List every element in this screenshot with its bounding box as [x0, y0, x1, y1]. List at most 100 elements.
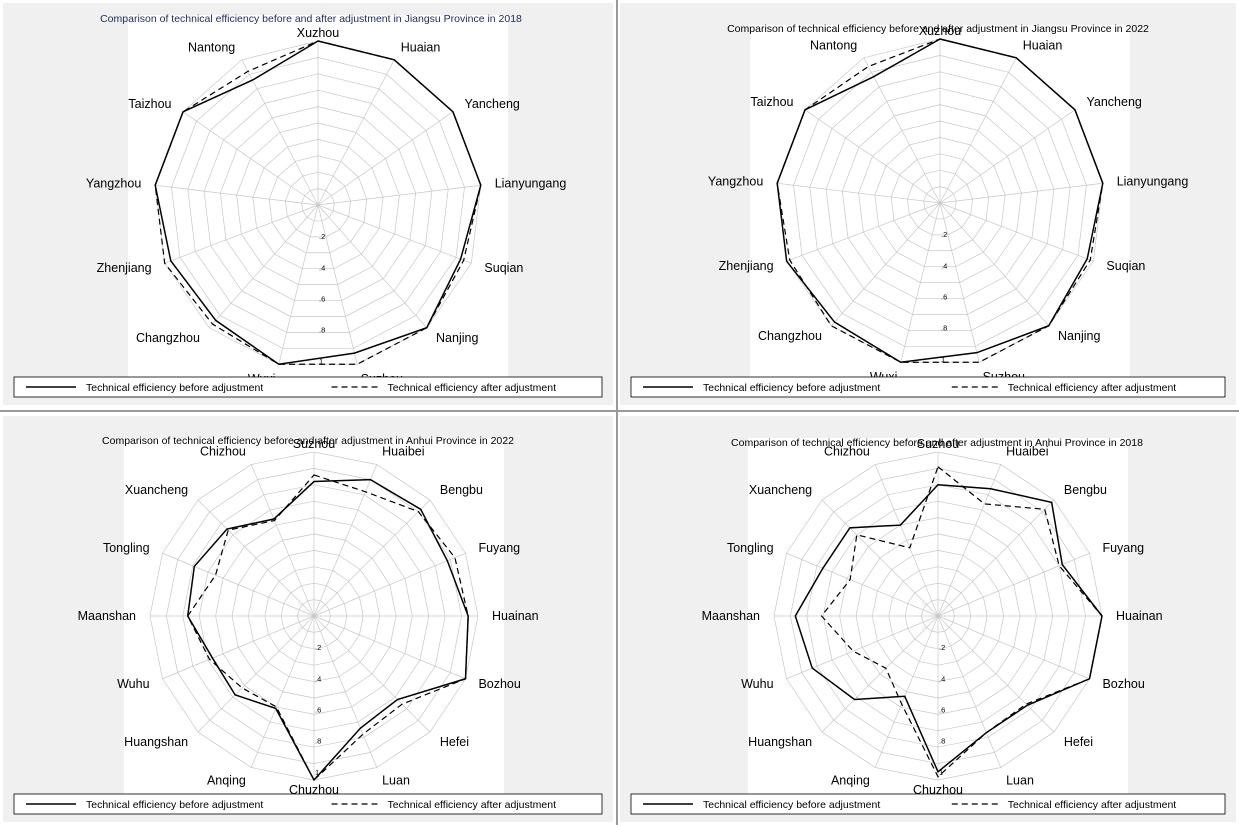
axis-label-yangzhou: Yangzhou	[86, 177, 141, 191]
axis-label-tongling: Tongling	[727, 541, 774, 555]
grid-ring	[923, 186, 957, 220]
radar-chart-panel: Comparison of technical efficiency befor…	[620, 416, 1236, 822]
axis-label-lianyungang: Lianyungang	[495, 177, 567, 191]
radar-chart-panel: Comparison of technical efficiency befor…	[3, 416, 613, 822]
grid-ring	[907, 169, 973, 236]
legend: Technical efficiency before adjustment Te…	[630, 793, 1226, 815]
grid-spoke	[937, 464, 1002, 617]
legend-label-before: Technical efficiency before adjustment	[86, 382, 263, 394]
radial-tick-label: .8	[315, 737, 321, 746]
grid-spoke	[937, 615, 1055, 733]
axis-label-huangshan: Huangshan	[124, 735, 188, 749]
legend-label-after: Technical efficiency after adjustment	[1008, 799, 1177, 811]
axis-label-xuancheng: Xuancheng	[749, 483, 812, 497]
grid-spoke	[317, 204, 472, 264]
radial-tick-label: .4	[315, 674, 321, 683]
grid-spoke	[197, 499, 315, 617]
axis-label-zhenjiang: Zhenjiang	[97, 261, 152, 275]
axis-label-changzhou: Changzhou	[136, 331, 200, 345]
axis-label-xuzhou: Xuzhou	[297, 26, 339, 40]
radar-chart-panel: Comparison of technical efficiency befor…	[3, 3, 613, 405]
axis-label-bengbu: Bengbu	[440, 483, 483, 497]
axis-label-xuzhou: Xuzhou	[919, 24, 961, 38]
legend: Technical efficiency before adjustment Te…	[630, 376, 1226, 398]
grid-spoke	[863, 57, 941, 204]
grid-spoke	[313, 615, 466, 680]
grid-spoke	[777, 182, 941, 204]
radial-tick-label: .8	[939, 737, 945, 746]
axis-label-suzhou: Suzhou	[293, 437, 335, 451]
grid-spoke	[317, 59, 395, 206]
radar-grid	[149, 451, 479, 781]
series-after-adjustment	[820, 465, 1103, 778]
axis-label-huainan: Huainan	[1116, 609, 1163, 623]
series-after-adjustment	[776, 38, 1104, 363]
grid-spoke	[317, 204, 428, 328]
grid-spoke	[250, 464, 315, 617]
axis-label-anqing: Anqing	[207, 773, 246, 787]
grid-ring	[890, 153, 990, 252]
radial-tick-label: .4	[941, 261, 947, 270]
axis-label-bengbu: Bengbu	[1064, 483, 1107, 497]
chart-title: Comparison of technical efficiency befor…	[731, 437, 1143, 449]
axis-label-bozhou: Bozhou	[478, 677, 520, 691]
axis-label-wuhu: Wuhu	[741, 677, 773, 691]
axis-label-xuancheng: Xuancheng	[125, 483, 188, 497]
grid-spoke	[164, 204, 319, 264]
grid-spoke	[182, 111, 319, 206]
radial-tick-label: 1	[941, 355, 945, 364]
grid-spoke	[874, 464, 939, 617]
axis-label-zhenjiang: Zhenjiang	[719, 259, 774, 273]
radial-tick-label: 1	[319, 357, 323, 366]
axis-label-hefei: Hefei	[1064, 735, 1093, 749]
grid-spoke	[937, 552, 1090, 617]
grid-ring	[825, 87, 1055, 315]
grid-spoke	[937, 615, 1090, 680]
radar-chart-panel: Comparison of technical efficiency befor…	[620, 3, 1236, 405]
legend-box	[630, 376, 1226, 398]
legend-label-after: Technical efficiency after adjustment	[388, 799, 557, 811]
grid-spoke	[874, 615, 939, 768]
grid-spoke	[786, 552, 939, 617]
radial-tick-label: .6	[939, 705, 945, 714]
axis-label-huaibei: Huaibei	[382, 445, 424, 459]
grid-spoke	[162, 615, 315, 680]
grid-spoke	[313, 615, 378, 768]
grid-spoke	[155, 184, 319, 206]
grid-ring	[252, 139, 384, 270]
grid-spoke	[317, 111, 454, 206]
axis-label-yancheng: Yancheng	[464, 97, 519, 111]
grid-spoke	[939, 202, 980, 363]
axis-label-fuyang: Fuyang	[1102, 541, 1144, 555]
radial-tick-label: .2	[315, 643, 321, 652]
axis-label-lianyungang: Lianyungang	[1117, 175, 1189, 189]
grid-spoke	[939, 57, 1017, 204]
grid-spoke	[939, 109, 1076, 204]
radial-tick-label: .4	[319, 263, 325, 272]
axis-label-maanshan: Maanshan	[78, 609, 136, 623]
axis-label-nantong: Nantong	[188, 40, 235, 54]
radial-tick-label: .6	[319, 294, 325, 303]
grid-spoke	[241, 59, 319, 206]
legend-label-before: Technical efficiency before adjustment	[703, 799, 880, 811]
grid-ring	[203, 89, 433, 317]
radial-tick-label: .2	[941, 230, 947, 239]
grid-ring	[219, 106, 417, 301]
axis-label-fuyang: Fuyang	[478, 541, 520, 555]
radial-tick-label: .8	[319, 326, 325, 335]
axis-label-taizhou: Taizhou	[128, 97, 171, 111]
axis-label-chuzhou: Chuzhou	[289, 783, 339, 797]
grid-spoke	[317, 184, 481, 206]
grid-ring	[268, 155, 368, 254]
grid-ring	[171, 57, 465, 349]
axis-label-maanshan: Maanshan	[702, 609, 760, 623]
grid-spoke	[250, 615, 315, 768]
radial-tick-label: .2	[319, 232, 325, 241]
radar-chart: Comparison of technical efficiency befor…	[13, 13, 603, 398]
grid-ring	[236, 122, 400, 285]
legend-label-before: Technical efficiency before adjustment	[86, 799, 263, 811]
radial-tick-label: .4	[939, 674, 945, 683]
series-after-adjustment	[154, 40, 482, 365]
axis-label-nanjing: Nanjing	[1058, 329, 1100, 343]
horizontal-divider	[0, 410, 1239, 412]
